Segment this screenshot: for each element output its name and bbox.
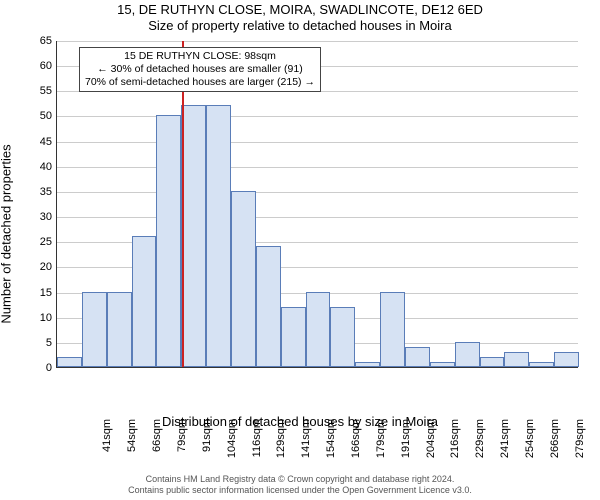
footer-line2: Contains public sector information licen…: [0, 485, 600, 496]
histogram-bar: [306, 292, 331, 367]
histogram-bar: [554, 352, 579, 367]
x-tick-label: 241sqm: [499, 419, 511, 461]
histogram-bar: [107, 292, 132, 367]
histogram-bar: [529, 362, 554, 367]
y-tick-label: 55: [12, 85, 52, 97]
y-tick-label: 40: [12, 161, 52, 173]
chart-title: 15, DE RUTHYN CLOSE, MOIRA, SWADLINCOTE,…: [0, 0, 600, 33]
plot-region: 15 DE RUTHYN CLOSE: 98sqm ← 30% of detac…: [56, 41, 578, 368]
y-tick-label: 15: [12, 287, 52, 299]
annotation-line1: 15 DE RUTHYN CLOSE: 98sqm: [85, 50, 315, 63]
histogram-bar: [355, 362, 380, 367]
x-tick-label: 229sqm: [474, 419, 486, 461]
gridline: [57, 116, 578, 117]
x-tick-label: 191sqm: [400, 419, 412, 461]
x-tick-label: 79sqm: [176, 419, 188, 461]
x-tick-label: 179sqm: [375, 419, 387, 461]
histogram-bar: [256, 246, 281, 367]
histogram-bar: [57, 357, 82, 367]
y-tick-label: 45: [12, 136, 52, 148]
y-tick-label: 35: [12, 186, 52, 198]
y-tick-label: 60: [12, 60, 52, 72]
title-address: 15, DE RUTHYN CLOSE, MOIRA, SWADLINCOTE,…: [0, 2, 600, 17]
chart-area: Number of detached properties 15 DE RUTH…: [0, 33, 600, 435]
y-tick-label: 20: [12, 261, 52, 273]
y-tick-label: 30: [12, 211, 52, 223]
x-tick-label: 266sqm: [549, 419, 561, 461]
histogram-bar: [156, 115, 181, 367]
x-tick-label: 54sqm: [126, 419, 138, 461]
histogram-bar: [455, 342, 480, 367]
y-tick-label: 50: [12, 110, 52, 122]
x-tick-label: 154sqm: [325, 419, 337, 461]
x-tick-label: 91sqm: [201, 419, 213, 461]
histogram-bar: [206, 105, 231, 367]
x-tick-label: 166sqm: [350, 419, 362, 461]
x-tick-label: 116sqm: [251, 419, 263, 461]
histogram-bar: [480, 357, 505, 367]
histogram-bar: [82, 292, 107, 367]
footer-line1: Contains HM Land Registry data © Crown c…: [0, 474, 600, 485]
y-tick-label: 10: [12, 312, 52, 324]
gridline: [57, 217, 578, 218]
histogram-bar: [281, 307, 306, 367]
footer-attribution: Contains HM Land Registry data © Crown c…: [0, 474, 600, 497]
histogram-bar: [132, 236, 157, 367]
title-subtitle: Size of property relative to detached ho…: [0, 18, 600, 33]
histogram-bar: [430, 362, 455, 367]
annotation-line3: 70% of semi-detached houses are larger (…: [85, 76, 315, 89]
histogram-bar: [504, 352, 529, 367]
y-tick-label: 5: [12, 337, 52, 349]
x-tick-label: 104sqm: [226, 419, 238, 461]
gridline: [57, 142, 578, 143]
histogram-bar: [330, 307, 355, 367]
y-tick-label: 0: [12, 362, 52, 374]
x-tick-label: 66sqm: [151, 419, 163, 461]
gridline: [57, 192, 578, 193]
histogram-bar: [380, 292, 405, 367]
x-tick-label: 216sqm: [449, 419, 461, 461]
x-tick-label: 141sqm: [300, 419, 312, 461]
histogram-bar: [231, 191, 256, 367]
annotation-box: 15 DE RUTHYN CLOSE: 98sqm ← 30% of detac…: [79, 47, 321, 92]
y-tick-label: 25: [12, 236, 52, 248]
histogram-bar: [405, 347, 430, 367]
x-tick-label: 41sqm: [101, 419, 113, 461]
y-tick-label: 65: [12, 35, 52, 47]
x-tick-label: 254sqm: [524, 419, 536, 461]
annotation-line2: ← 30% of detached houses are smaller (91…: [85, 63, 315, 76]
histogram-bar: [181, 105, 206, 367]
x-tick-label: 129sqm: [275, 419, 287, 461]
gridline: [57, 167, 578, 168]
x-tick-label: 279sqm: [574, 419, 586, 461]
gridline: [57, 41, 578, 42]
x-tick-label: 204sqm: [425, 419, 437, 461]
